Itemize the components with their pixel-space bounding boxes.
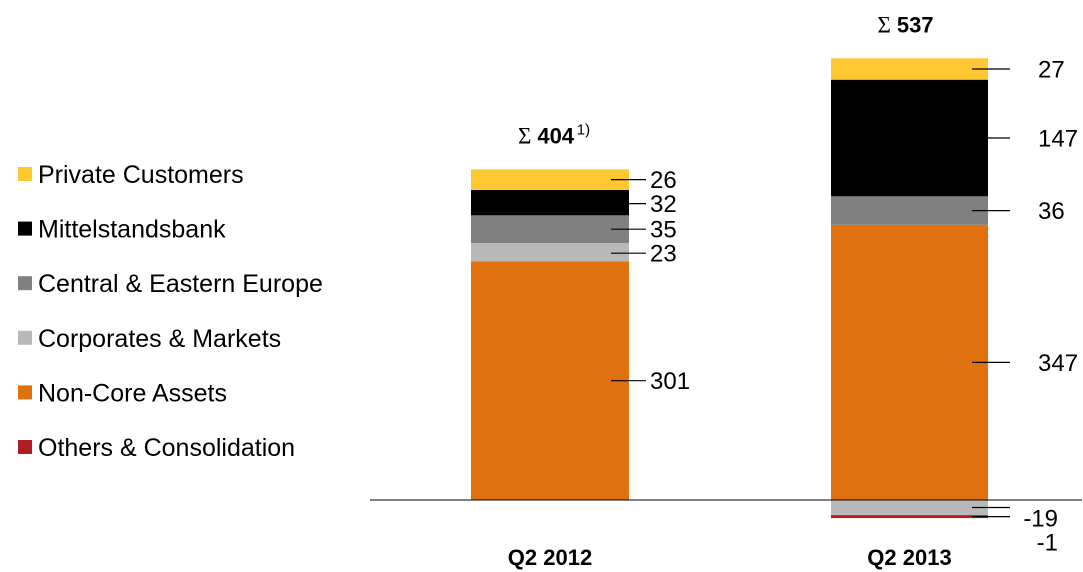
value-label-central-and-eastern-europe-q2-2012: 35 (650, 217, 677, 244)
bar-segment-central-and-eastern-europe-q2-2013 (831, 196, 988, 225)
value-label-private-customers-q2-2012: 26 (650, 167, 677, 194)
value-label-non-core-assets-q2-2012: 301 (650, 368, 690, 395)
value-label-non-core-assets-q2-2013: 347 (1038, 350, 1078, 377)
sigma-symbol: Σ (877, 12, 890, 37)
bar-segment-non-core-assets-q2-2013 (831, 224, 988, 501)
legend-label-private-customers: Private Customers (38, 161, 244, 189)
value-label-others-and-consolidation-q2-2013: -1 (1037, 530, 1058, 557)
legend-swatch-mittelstandsbank (18, 221, 32, 236)
value-label-mittelstandsbank-q2-2013: 147 (1038, 126, 1078, 153)
total-label-q2-2013: Σ 537 (877, 12, 933, 37)
legend-label-non-core-assets: Non-Core Assets (38, 379, 227, 407)
value-label-corporates-and-markets-q2-2013: -19 (1023, 506, 1058, 533)
legend-swatch-private-customers (18, 167, 32, 181)
legend-label-others-and-consolidation: Others & Consolidation (38, 434, 295, 462)
value-label-private-customers-q2-2013: 27 (1038, 57, 1065, 84)
value-label-central-and-eastern-europe-q2-2013: 36 (1038, 198, 1065, 225)
bar-segment-corporates-and-markets-q2-2012 (471, 243, 629, 262)
legend-label-mittelstandsbank: Mittelstandsbank (38, 216, 226, 244)
legend-swatch-non-core-assets (18, 385, 32, 400)
legend-swatch-central-and-eastern-europe (18, 276, 32, 291)
sigma-symbol: Σ (518, 123, 531, 148)
footnote-marker: 1) (577, 121, 590, 138)
value-label-mittelstandsbank-q2-2012: 32 (650, 191, 677, 218)
bar-segment-central-and-eastern-europe-q2-2012 (471, 215, 629, 244)
legend-swatch-corporates-and-markets (18, 330, 32, 345)
bar-segment-mittelstandsbank-q2-2013 (831, 79, 988, 197)
total-value: 404 (537, 123, 574, 148)
bar-segment-corporates-and-markets-q2-2013 (831, 500, 988, 516)
value-label-corporates-and-markets-q2-2012: 23 (650, 241, 677, 268)
legend-label-corporates-and-markets: Corporates & Markets (38, 325, 281, 353)
total-label-q2-2012: Σ 404 (518, 123, 575, 148)
legend-label-central-and-eastern-europe: Central & Eastern Europe (38, 270, 323, 298)
bar-segment-private-customers-q2-2013 (831, 58, 988, 80)
legend-swatch-others-and-consolidation (18, 440, 32, 454)
category-label-q2-2013: Q2 2013 (867, 545, 951, 570)
bar-segment-mittelstandsbank-q2-2012 (471, 189, 629, 216)
category-label-q2-2012: Q2 2012 (508, 545, 592, 570)
total-value: 537 (897, 12, 934, 37)
bar-segment-private-customers-q2-2012 (471, 169, 629, 190)
bar-segment-non-core-assets-q2-2012 (471, 261, 629, 500)
bar-segment-others-and-consolidation-q2-2013 (831, 515, 988, 519)
legend: Private Customers Mittelstandsbank Central… (18, 161, 323, 462)
